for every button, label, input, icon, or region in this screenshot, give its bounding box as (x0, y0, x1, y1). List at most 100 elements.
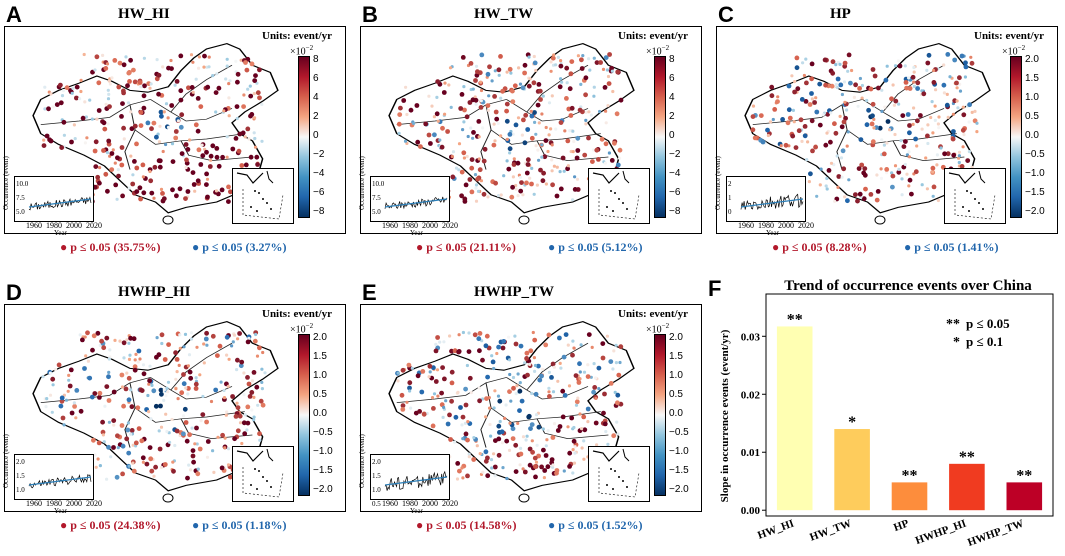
station-dot (404, 85, 408, 89)
station-dot (493, 109, 499, 115)
station-dot (162, 110, 166, 114)
station-dot (125, 83, 130, 89)
station-dot (528, 362, 532, 366)
station-dot (954, 80, 959, 86)
colorbar-tick: −1.5 (1025, 187, 1045, 198)
station-dot (152, 474, 156, 478)
station-dot (102, 126, 108, 132)
station-dot (604, 109, 608, 113)
station-dot (137, 185, 143, 191)
station-dot (125, 338, 129, 342)
station-dot (235, 401, 239, 405)
colorbar-tick: 8 (313, 54, 319, 65)
station-dot (602, 421, 608, 427)
station-dot (967, 102, 972, 108)
station-dot (538, 167, 543, 173)
station-dot (82, 366, 87, 371)
colorbar-tick: 0.0 (313, 408, 327, 419)
station-dot (112, 423, 116, 427)
station-dot (965, 158, 971, 164)
station-dot (549, 375, 554, 380)
station-dot (214, 146, 220, 151)
station-dot (396, 121, 402, 127)
colorbar-tick: −2 (669, 149, 681, 160)
station-dot (595, 443, 599, 447)
station-dot (59, 395, 65, 401)
station-dot (525, 127, 531, 132)
station-dot (95, 330, 101, 336)
station-dot (463, 386, 468, 392)
station-dot (525, 372, 530, 378)
inset-y-tick: 7.5 (372, 194, 381, 202)
station-dot (461, 128, 465, 132)
station-dot (549, 69, 553, 73)
station-dot (575, 148, 581, 153)
station-dot (215, 72, 219, 76)
station-dot (550, 435, 556, 440)
station-dot (572, 461, 577, 465)
station-dot (557, 84, 563, 90)
inset-x-tick: 1980 (46, 221, 62, 230)
station-dot (178, 124, 184, 130)
station-dot (768, 120, 773, 124)
station-dot (252, 338, 258, 344)
station-dot (165, 429, 169, 434)
station-dot (960, 127, 966, 133)
station-dot (153, 403, 159, 409)
station-dot (227, 474, 233, 480)
station-dot (122, 356, 126, 360)
station-dot (463, 421, 467, 425)
station-dot (870, 113, 875, 119)
station-dot (166, 65, 171, 71)
station-dot (213, 90, 219, 95)
station-dot (472, 332, 478, 338)
station-dot (511, 162, 517, 167)
station-dot (529, 109, 533, 113)
station-dot (258, 438, 262, 442)
station-dot (174, 79, 180, 84)
station-dot (243, 135, 247, 139)
station-dot (529, 135, 535, 141)
station-dot (868, 192, 874, 197)
station-dot (254, 154, 260, 160)
station-dot (113, 338, 117, 342)
station-dot (905, 112, 911, 117)
station-dot (159, 113, 164, 119)
station-dot (408, 107, 414, 113)
station-dot (178, 97, 184, 103)
station-dot (443, 112, 447, 116)
station-dot (838, 82, 844, 88)
station-dot (562, 469, 566, 473)
station-dot (573, 373, 579, 378)
station-dot (896, 169, 902, 175)
station-dot (912, 84, 916, 88)
station-dot (106, 444, 111, 450)
station-dot (798, 117, 804, 123)
station-dot (177, 363, 181, 367)
station-dot (176, 397, 180, 401)
station-dot (533, 369, 537, 373)
station-dot (435, 95, 439, 99)
station-dot (191, 459, 197, 465)
station-dot (72, 404, 77, 409)
station-dot (227, 114, 231, 118)
colorbar-tick: 4 (669, 92, 675, 103)
station-dot (224, 334, 230, 340)
station-dot (126, 70, 132, 76)
station-dot (469, 165, 475, 171)
station-dot (539, 373, 544, 379)
station-dot (459, 169, 465, 175)
station-dot (921, 91, 927, 97)
station-dot (457, 168, 461, 172)
station-dot (459, 92, 465, 97)
station-dot (245, 339, 251, 345)
sig-negative-legend: ● p ≤ 0.05 (1.52%) (548, 518, 643, 532)
station-dot (562, 393, 568, 398)
station-dot (194, 376, 198, 380)
significance-mark: ** (1016, 467, 1032, 484)
station-dot (830, 59, 836, 65)
station-dot (604, 121, 608, 125)
colorbar-tick: −0.5 (313, 427, 333, 438)
station-dot (913, 136, 918, 142)
station-dot (893, 132, 897, 137)
